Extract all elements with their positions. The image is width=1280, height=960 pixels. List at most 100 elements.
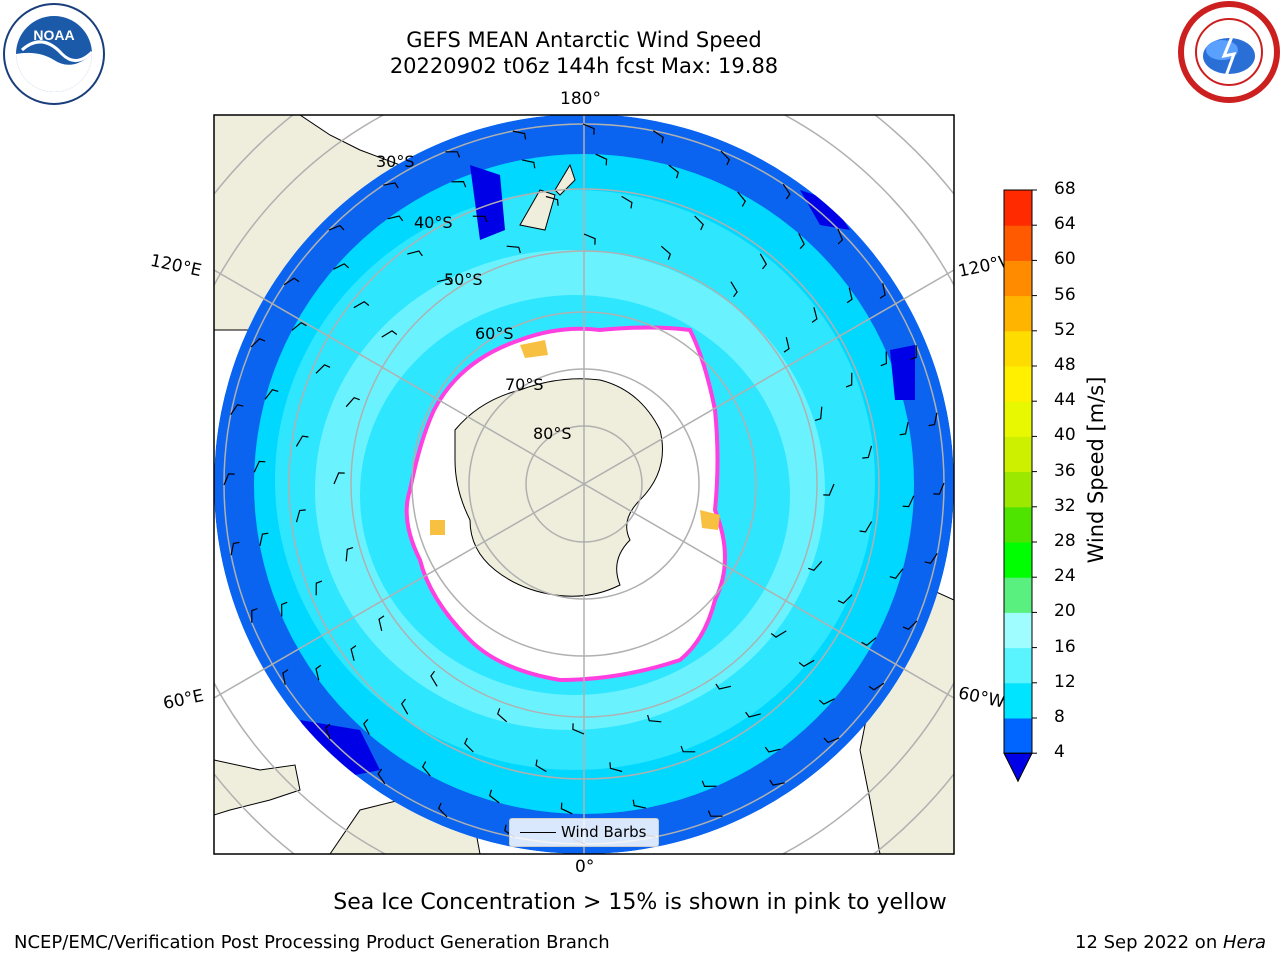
wind-barb (421, 761, 431, 777)
wind-barb (715, 683, 732, 690)
wind-barb (535, 759, 547, 773)
footer-host: Hera (1222, 932, 1266, 953)
colorbar-title: Wind Speed [m/s] (1084, 376, 1108, 564)
wind-barb (701, 780, 717, 788)
colorbar-tick-label: 4 (1054, 742, 1065, 763)
wind-barb (315, 580, 323, 596)
wind-barb (400, 698, 409, 715)
wind-barb (889, 568, 904, 579)
wind-barb (333, 263, 350, 270)
wind-barb (647, 714, 662, 723)
wind-barb (707, 810, 723, 817)
wind-barb (798, 233, 805, 250)
wind-barb (489, 789, 500, 804)
footer-branch: NCEP/EMC/Verification Post Processing Pr… (14, 932, 610, 953)
colorbar (1003, 189, 1037, 783)
colorbar-band (1004, 577, 1032, 613)
wind-barb (223, 473, 235, 486)
footer-date-text: 12 Sep 2022 on (1075, 932, 1223, 953)
wind-barb (902, 620, 918, 631)
colorbar-extend-arrow (1003, 752, 1033, 783)
wind-barb (381, 330, 398, 338)
wind-barb (295, 509, 306, 523)
wind-barb (910, 345, 917, 361)
noaa-logo-text: NOAA (33, 27, 74, 43)
colorbar-tick-label: 20 (1054, 601, 1076, 622)
wind-barb (333, 472, 345, 485)
colorbar-band (1004, 542, 1032, 578)
wind-barb (230, 404, 244, 416)
colorbar-band (1004, 225, 1032, 261)
wind-barb (383, 182, 399, 189)
wind-barb (521, 159, 536, 169)
colorbar-band (1004, 612, 1032, 649)
lat-label-40s: 40°S (414, 213, 453, 232)
lat-label-30s: 30°S (376, 152, 415, 171)
colorbar-tick-label: 44 (1054, 390, 1076, 411)
wind-barb (694, 215, 704, 231)
wind-barb (652, 130, 664, 144)
wind-barb (730, 281, 738, 298)
wind-barb (899, 421, 909, 436)
wind-barb (846, 287, 853, 304)
colorbar-tick-label: 8 (1054, 707, 1065, 727)
antarctica (454, 378, 663, 597)
wind-barb (230, 541, 240, 556)
wind-barb (345, 396, 360, 408)
wind-barb (464, 737, 474, 753)
colorbar-tick-label: 60 (1054, 249, 1076, 270)
wind-barb (720, 150, 731, 166)
wind-barb (621, 195, 633, 209)
colorbar-band (1004, 330, 1032, 367)
wind-barb (572, 723, 585, 735)
wind-barb (345, 547, 354, 562)
wind-barb (324, 723, 331, 740)
wind-barb (430, 670, 438, 687)
wind-barb (783, 336, 790, 353)
wind-barb (879, 283, 886, 299)
wind-barb (560, 802, 573, 815)
wind-barb (250, 337, 266, 348)
colorbar-band (1004, 260, 1032, 297)
wind-barb (859, 521, 873, 533)
wind-barb (545, 195, 559, 206)
footer-date: 12 Sep 2022 on Hera (1075, 932, 1266, 953)
wind-barb (283, 277, 300, 286)
wind-barb (595, 153, 608, 166)
wind-barb (902, 495, 915, 508)
wind-barb (814, 406, 823, 421)
colorbar-tick-label: 32 (1054, 495, 1076, 516)
colorbar-tick-label: 52 (1054, 319, 1076, 340)
wind-barb (506, 245, 521, 254)
colorbar-tick-label: 56 (1054, 284, 1076, 305)
wind-barb (407, 250, 423, 257)
wind-barb (808, 560, 823, 572)
colorbar-tick-label: 12 (1054, 671, 1076, 692)
wind-barb (583, 233, 596, 245)
sea-ice-note: Sea Ice Concentration > 15% is shown in … (333, 890, 947, 915)
wind-barb (782, 183, 791, 200)
wind-barb (823, 483, 835, 496)
wind-barb (862, 445, 873, 459)
wind-barb (823, 737, 840, 744)
wind-barb (280, 601, 288, 617)
lat-label-60s: 60°S (475, 324, 514, 343)
wind-barb (328, 224, 345, 231)
meridians (214, 115, 954, 854)
colorbar-tick-label: 40 (1054, 425, 1076, 446)
colorbar-tick-label: 28 (1054, 531, 1076, 551)
lat-label-50s: 50°S (444, 270, 483, 289)
wind-barb (745, 711, 761, 718)
colorbar-band (1004, 682, 1032, 719)
wind-barb (496, 708, 508, 723)
colorbar-band (1004, 436, 1032, 473)
wind-barb (291, 321, 307, 331)
wind-barb (451, 180, 467, 188)
lon-label-0: 0° (575, 857, 595, 877)
colorbar-band (1004, 718, 1032, 754)
wind-barb (253, 460, 266, 473)
wind-barb (363, 718, 370, 735)
wind-barb (811, 307, 818, 323)
map-frame (213, 114, 955, 855)
chart-subtitle: 20220902 t06z 144h fcst Max: 19.88 (389, 54, 779, 78)
